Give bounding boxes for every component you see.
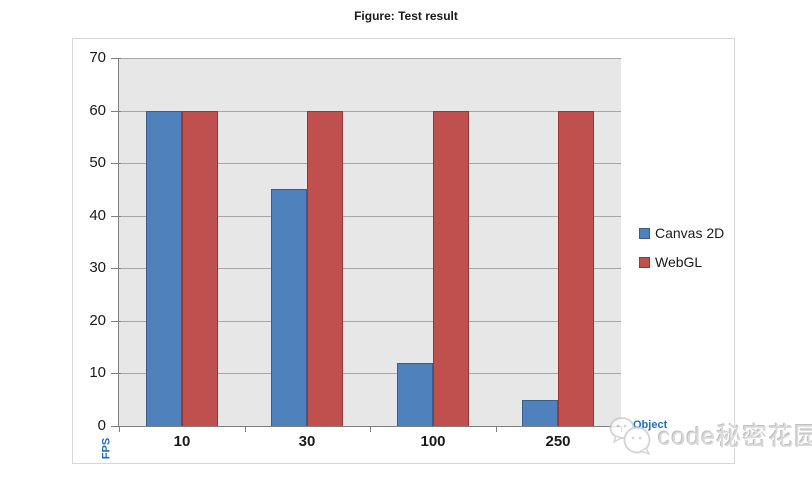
gridline	[119, 373, 621, 374]
legend: Canvas 2D WebGL	[639, 225, 724, 283]
x-axis-line	[118, 426, 622, 427]
gridline	[119, 58, 621, 59]
y-axis-line	[118, 58, 119, 427]
y-tick-label: 20	[89, 312, 106, 329]
x-axis-tick	[245, 427, 246, 432]
y-tick-label: 70	[89, 49, 106, 66]
y-axis-tick	[111, 373, 121, 374]
y-tick-label: 10	[89, 364, 106, 381]
gridline	[119, 268, 621, 269]
y-axis-tick	[111, 163, 121, 164]
legend-swatch	[639, 256, 650, 268]
y-axis-tick	[111, 426, 121, 427]
y-tick-label: 60	[89, 102, 106, 119]
gridline	[119, 321, 621, 322]
y-axis-tick	[111, 111, 121, 112]
x-axis-tick	[370, 427, 371, 432]
gridline	[119, 111, 621, 112]
x-tick-label: 30	[298, 433, 316, 450]
bar-canvas-2d	[271, 189, 307, 426]
y-tick-label: 40	[89, 207, 106, 224]
wechat-logo-icon	[609, 417, 651, 456]
y-axis-tick	[111, 216, 121, 217]
y-tick-label: 50	[89, 154, 106, 171]
bar-webgl	[558, 111, 594, 426]
legend-item: WebGL	[639, 254, 724, 270]
bar-webgl	[182, 111, 218, 426]
legend-label: WebGL	[655, 254, 703, 270]
chart-canvas: FPS Object Canvas 2D WebGL 0 10 20 30 40 50 60 7…	[72, 38, 735, 464]
bar-canvas-2d	[146, 111, 182, 426]
y-tick-label: 30	[89, 259, 106, 276]
gridline	[119, 216, 621, 217]
y-axis-title: FPS	[100, 437, 113, 460]
x-axis-tick	[119, 427, 120, 432]
bar-webgl	[433, 111, 469, 426]
x-tick-label: 10	[173, 433, 191, 450]
x-tick-label: 100	[420, 433, 446, 450]
legend-item: Canvas 2D	[639, 225, 724, 241]
figure-title: Figure: Test result	[354, 9, 458, 23]
bar-webgl	[307, 111, 343, 426]
x-axis-tick	[496, 427, 497, 432]
y-axis-tick	[111, 58, 121, 59]
gridline	[119, 163, 621, 164]
legend-label: Canvas 2D	[655, 225, 725, 241]
y-axis-tick	[111, 268, 121, 269]
plot-area	[119, 58, 621, 426]
y-axis-tick	[111, 321, 121, 322]
y-tick-label: 0	[97, 417, 106, 434]
bar-canvas-2d	[522, 400, 558, 426]
watermark: code秘密花园	[608, 414, 812, 456]
watermark-text: code秘密花园	[658, 423, 812, 451]
x-tick-label: 250	[545, 433, 571, 450]
bar-canvas-2d	[397, 363, 433, 426]
legend-swatch	[639, 227, 650, 239]
